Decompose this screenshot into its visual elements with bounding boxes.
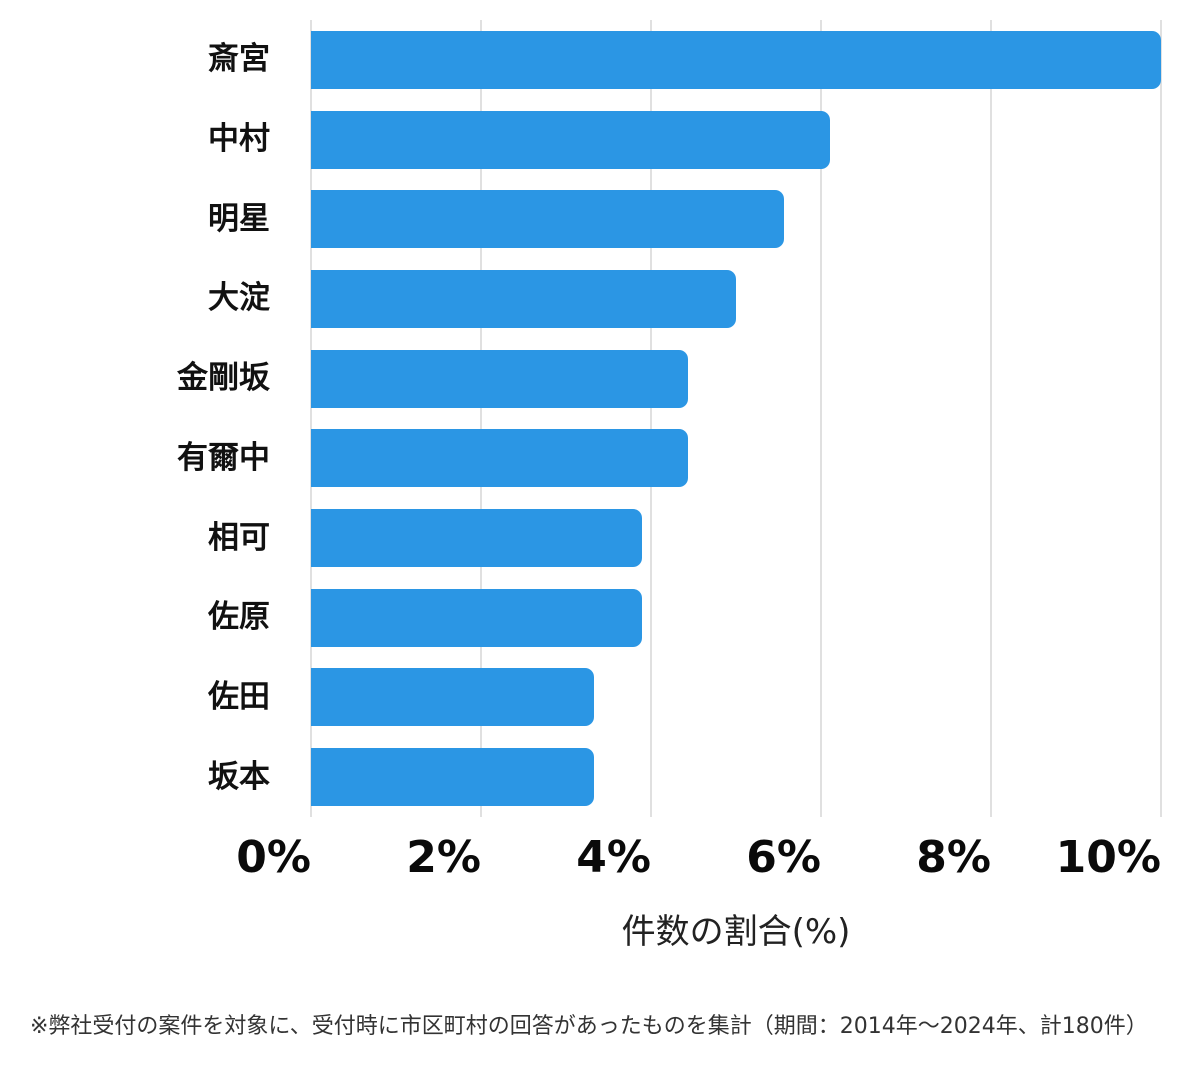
bar-中村 xyxy=(311,110,831,169)
category-label-row: 佐原 xyxy=(0,578,291,658)
bar-相可 xyxy=(311,509,642,568)
y-axis-category-labels: 斎宮中村明星大淀金剛坂有爾中相可佐原佐田坂本 xyxy=(0,20,291,817)
x-axis-title: 件数の割合(%) xyxy=(621,912,851,952)
x-tick-label: 8% xyxy=(916,832,991,883)
x-tick-label: 4% xyxy=(576,832,651,883)
bar-大淀 xyxy=(311,269,736,328)
bar-row xyxy=(311,20,1161,100)
bar-佐原 xyxy=(311,588,642,647)
x-tick-label: 6% xyxy=(746,832,821,883)
category-label-row: 斎宮 xyxy=(0,20,291,100)
bar-row xyxy=(311,339,1161,419)
bar-row xyxy=(311,578,1161,658)
category-label-row: 坂本 xyxy=(0,737,291,817)
category-label-row: 大淀 xyxy=(0,259,291,339)
gridline xyxy=(480,20,482,817)
gridlines xyxy=(310,20,1162,817)
bar-明星 xyxy=(311,190,784,249)
bar-row xyxy=(311,100,1161,180)
category-label: 斎宮 xyxy=(208,41,270,78)
bar-row xyxy=(311,419,1161,499)
bar-row xyxy=(311,737,1161,817)
x-tick-label: 0% xyxy=(236,832,311,883)
category-label: 有爾中 xyxy=(177,439,270,476)
bar-金剛坂 xyxy=(311,349,689,408)
footnote: ※弊社受付の案件を対象に、受付時に市区町村の回答があったものを集計（期間：201… xyxy=(30,1014,1148,1039)
category-label: 金剛坂 xyxy=(177,360,270,397)
bar-坂本 xyxy=(311,748,595,807)
gridline xyxy=(820,20,822,817)
x-tick-label: 2% xyxy=(406,832,481,883)
bar-佐田 xyxy=(311,668,595,727)
x-axis-tick-labels: 0% 2% 4% 6% 8% 10% xyxy=(236,832,1161,888)
bar-row xyxy=(311,658,1161,738)
category-label: 坂本 xyxy=(208,758,270,795)
category-label-row: 金剛坂 xyxy=(0,339,291,419)
gridline xyxy=(990,20,992,817)
category-label: 中村 xyxy=(208,121,270,158)
bar-series xyxy=(311,20,1161,817)
bar-row xyxy=(311,498,1161,578)
plot-area xyxy=(310,20,1162,817)
category-label: 大淀 xyxy=(208,280,270,317)
bar-row xyxy=(311,179,1161,259)
category-label-row: 佐田 xyxy=(0,658,291,738)
category-label-row: 有爾中 xyxy=(0,419,291,499)
bar-斎宮 xyxy=(311,30,1161,89)
category-label-row: 相可 xyxy=(0,498,291,578)
bar-有爾中 xyxy=(311,429,689,488)
category-label: 佐田 xyxy=(208,678,270,715)
category-label-row: 中村 xyxy=(0,100,291,180)
category-label: 佐原 xyxy=(208,599,270,636)
gridline xyxy=(1160,20,1162,817)
gridline xyxy=(650,20,652,817)
category-label: 明星 xyxy=(208,200,270,237)
bar-row xyxy=(311,259,1161,339)
category-label-row: 明星 xyxy=(0,179,291,259)
x-tick-label: 10% xyxy=(1055,832,1161,883)
category-label: 相可 xyxy=(208,519,270,556)
gridline xyxy=(310,20,312,817)
